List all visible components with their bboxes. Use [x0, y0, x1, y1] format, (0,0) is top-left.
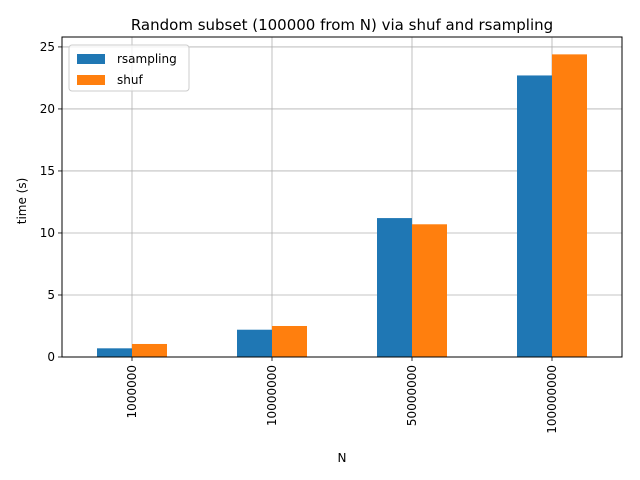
x-tick-label: 1000000 — [125, 365, 139, 418]
x-axis-label: N — [338, 451, 347, 465]
y-axis-ticks: 0 5 10 15 20 25 — [40, 40, 62, 364]
bar-rsampling — [377, 218, 412, 357]
y-tick-label: 0 — [47, 350, 55, 364]
legend-swatch-shuf — [77, 75, 105, 85]
bar-rsampling — [237, 329, 272, 357]
legend-label-shuf: shuf — [117, 73, 143, 87]
bars — [97, 54, 587, 357]
bar-rsampling — [97, 348, 132, 357]
bar-shuf — [132, 343, 167, 357]
bar-shuf — [552, 54, 587, 357]
x-tick-label: 100000000 — [545, 365, 559, 434]
plot-frame — [61, 36, 623, 358]
legend-label-rsampling: rsampling — [117, 52, 177, 66]
y-tick-label: 10 — [40, 226, 55, 240]
x-tick-label: 50000000 — [405, 365, 419, 426]
y-tick-label: 25 — [40, 40, 55, 54]
bar-shuf — [272, 325, 307, 357]
legend: rsampling shuf — [68, 44, 190, 92]
y-tick-label: 5 — [47, 288, 55, 302]
y-axis-label: time (s) — [15, 178, 29, 225]
legend-swatch-rsampling — [77, 54, 105, 64]
y-tick-label: 20 — [40, 102, 55, 116]
x-axis-ticks: 1000000 10000000 50000000 100000000 — [125, 357, 559, 434]
y-tick-label: 15 — [40, 164, 55, 178]
chart-title: Random subset (100000 from N) via shuf a… — [131, 16, 553, 34]
x-tick-label: 10000000 — [265, 365, 279, 426]
bar-rsampling — [517, 75, 552, 357]
bar-shuf — [412, 224, 447, 357]
